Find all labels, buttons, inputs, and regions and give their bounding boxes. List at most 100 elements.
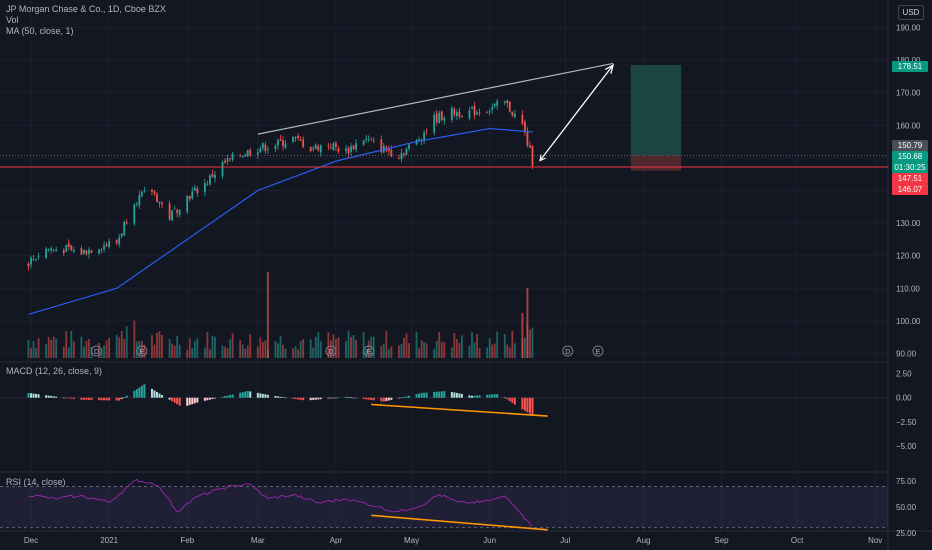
volume-bar [471, 332, 473, 358]
candle-body [312, 148, 315, 150]
macd-histogram-bar [150, 388, 153, 398]
volume-bar [32, 341, 35, 358]
candle-body [191, 191, 194, 199]
macd-histogram-bar [276, 396, 279, 398]
macd-histogram-bar [82, 397, 85, 400]
volume-bar [355, 339, 357, 358]
candle-body [372, 140, 375, 142]
volume-bar [161, 335, 163, 358]
candle-body [423, 132, 426, 142]
candle-body [261, 143, 264, 149]
candle-body [120, 233, 123, 237]
volume-bar [435, 340, 438, 358]
candle-body [453, 109, 456, 115]
macd-histogram-bar [211, 397, 214, 400]
macd-histogram-bar [496, 394, 499, 398]
macd-histogram-bar [284, 397, 287, 399]
macd-histogram-bar [314, 397, 317, 400]
volume-bar [347, 330, 350, 358]
candle-body [72, 249, 75, 252]
volume-bar [30, 347, 32, 358]
macd-histogram-bar [435, 391, 438, 398]
volume-bar [423, 341, 426, 358]
volume-bar [314, 336, 317, 358]
volume-bar [173, 345, 176, 358]
candle-body [50, 248, 53, 251]
candle-body [398, 158, 400, 160]
volume-bar [115, 334, 118, 358]
volume-bar [506, 344, 509, 358]
candle-body [188, 195, 191, 200]
macd-histogram-bar [249, 391, 252, 398]
volume-legend[interactable]: Vol [6, 15, 19, 25]
volume-bar [70, 330, 73, 358]
candle-body [52, 249, 55, 251]
volume-bar [382, 343, 385, 358]
volume-bar [244, 348, 247, 358]
macd-histogram-bar [274, 395, 277, 398]
volume-bar [231, 333, 234, 358]
rsi-legend[interactable]: RSI (14, close) [6, 477, 66, 487]
volume-bar [352, 334, 355, 358]
candle-body [317, 145, 320, 151]
candle-body [37, 256, 40, 258]
macd-histogram-bar [138, 387, 141, 398]
macd-histogram-bar [365, 397, 368, 400]
volume-bar [226, 348, 229, 358]
currency-button[interactable]: USD [898, 5, 924, 20]
volume-bar [88, 339, 90, 358]
candle-body [266, 149, 269, 151]
volume-bar [196, 338, 199, 358]
candle-body [526, 131, 529, 146]
candle-body [418, 139, 420, 141]
candle-body [511, 111, 514, 116]
event-marker [91, 345, 103, 357]
macd-histogram-bar [400, 397, 403, 399]
rsi-line [28, 478, 533, 527]
macd-histogram-bar [408, 395, 410, 398]
macd-histogram-bar [458, 393, 461, 398]
volume-bar [50, 340, 53, 358]
volume-bar [62, 346, 65, 358]
macd-histogram-bar [493, 394, 496, 398]
stop-price-tag-2: 146.07 [892, 184, 928, 195]
volume-bar [279, 335, 282, 358]
price-axis-tick: 160.00 [896, 121, 921, 130]
macd-histogram-bar [367, 397, 370, 400]
macd-histogram-bar [123, 397, 126, 398]
macd-histogram-bar [473, 395, 476, 398]
candle-body [226, 158, 229, 162]
candle-body [468, 110, 471, 119]
macd-legend[interactable]: MACD (12, 26, close, 9) [6, 366, 103, 376]
symbol-title[interactable]: JP Morgan Chase & Co., 1D, Cboe BZX [6, 4, 166, 14]
macd-histogram-bar [171, 397, 174, 402]
candle-body [140, 191, 143, 196]
volume-bar [309, 339, 312, 358]
macd-histogram-bar [453, 392, 456, 398]
price-axis-tick: 170.00 [896, 89, 921, 98]
volume-bar [367, 340, 370, 358]
volume-bar [143, 344, 146, 358]
volume-bar [158, 331, 161, 358]
volume-bar [440, 341, 443, 358]
candle-body [211, 173, 214, 178]
candle-body [224, 160, 226, 163]
target-price-tag: 178.51 [892, 61, 928, 72]
time-axis-tick: Apr [330, 536, 343, 545]
macd-histogram-bar [70, 397, 73, 399]
macd-histogram-bar [108, 397, 111, 401]
price-axis-tick: 100.00 [896, 317, 921, 326]
candle-body [438, 112, 441, 123]
volume-bar [531, 327, 534, 358]
macd-axis-tick: 2.50 [896, 370, 912, 379]
candle-body [521, 114, 524, 124]
stop-zone [630, 155, 682, 171]
price-axis-tick: 90.00 [896, 349, 917, 358]
macd-histogram-bar [90, 397, 93, 400]
ma-legend[interactable]: MA (50, close, 1) [6, 26, 74, 36]
macd-histogram-bar [438, 391, 441, 398]
macd-histogram-bar [191, 397, 194, 405]
candle-body [249, 149, 252, 155]
